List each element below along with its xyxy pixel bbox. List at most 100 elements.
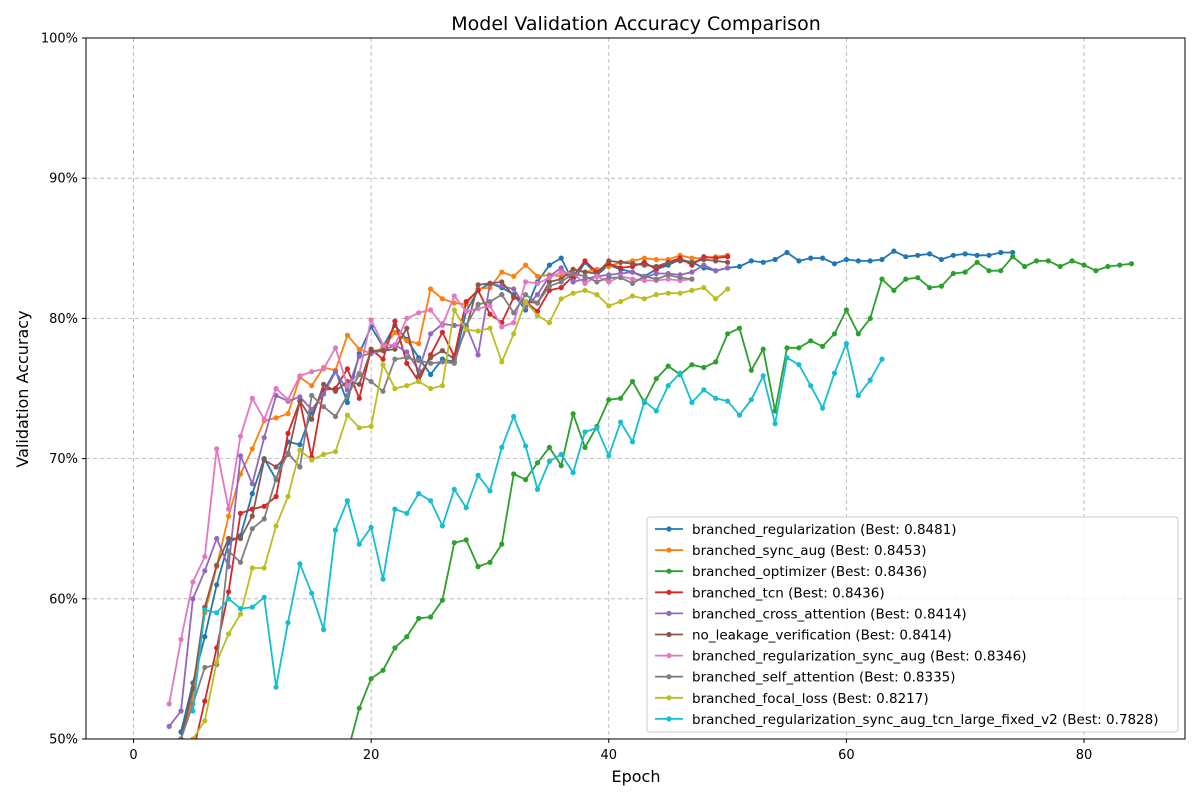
legend-label: branched_tcn (Best: 0.8436) [692,585,885,601]
data-point [285,450,291,456]
data-point [1081,262,1087,268]
data-point [546,320,553,326]
data-point [332,345,339,351]
data-point [321,627,327,633]
data-point [915,275,921,281]
legend-label: branched_self_attention (Best: 0.8335) [692,670,956,686]
data-point [428,307,434,313]
legend-item: branched_cross_attention (Best: 0.8414) [655,606,967,622]
data-point [760,373,766,379]
data-point [629,378,636,385]
data-point [261,457,267,463]
data-point [273,385,279,392]
data-point [713,268,719,274]
data-point [214,535,220,542]
data-point [594,425,600,431]
data-point [214,582,220,588]
data-point [629,276,636,282]
data-point [237,611,244,617]
data-point [309,590,315,596]
data-point [784,355,790,361]
data-point [570,270,576,277]
data-point [736,263,743,270]
data-point [451,540,457,546]
data-point [546,458,553,464]
data-point [618,275,624,281]
data-point [249,604,255,610]
data-point [487,299,493,305]
data-point [344,392,350,399]
data-point [701,256,707,263]
data-point [653,408,659,414]
data-point [677,258,683,264]
data-point [582,273,588,279]
data-point [392,329,398,335]
data-point [558,279,564,285]
data-point [273,684,279,690]
data-point [475,564,481,570]
data-point [261,516,267,522]
data-point [511,471,517,477]
data-point [297,394,303,400]
data-point [784,345,790,351]
data-point [344,412,350,418]
data-point [689,287,695,293]
data-point [713,359,719,365]
data-point [380,342,386,348]
data-point [499,541,505,547]
plot-frame [85,37,1186,740]
data-point [249,491,255,497]
data-point [582,258,588,264]
data-point [748,397,754,403]
data-point [558,269,564,275]
data-point [641,262,648,268]
data-point [677,290,683,296]
data-point [368,317,374,323]
data-point [796,258,802,264]
data-point [249,565,255,571]
data-point [404,360,410,366]
data-point [404,383,410,389]
data-point [285,397,291,403]
data-point [641,398,648,404]
data-point [903,254,909,260]
data-point [606,258,612,264]
data-point [879,356,885,362]
data-point [321,366,327,372]
legend-label: branched_regularization (Best: 0.8481) [692,522,957,538]
data-point [689,362,695,368]
data-point [843,307,850,313]
data-point [653,263,659,270]
y-tick-label: 70% [49,452,78,467]
data-point [451,307,457,313]
data-point [273,523,279,529]
data-point [475,472,481,478]
data-point [202,664,208,671]
data-point [831,261,838,267]
legend-swatch-marker [666,610,672,617]
data-point [237,453,244,459]
data-point [701,364,707,371]
data-point [380,576,386,582]
data-point [618,259,624,265]
data-point [511,273,517,279]
data-point [190,736,196,739]
data-point [344,332,350,338]
data-point [214,610,220,616]
data-point [439,296,445,302]
data-point [404,325,410,331]
data-point [986,268,992,274]
data-point [297,561,303,567]
data-point [689,255,695,261]
data-point [701,262,707,268]
data-point [332,388,339,394]
data-point [618,419,624,425]
data-point [938,256,945,263]
data-point [534,460,541,466]
data-point [618,299,624,305]
data-point [226,548,232,554]
data-point [523,477,529,483]
data-point [998,249,1004,256]
data-point [558,451,564,457]
data-point [416,615,422,622]
